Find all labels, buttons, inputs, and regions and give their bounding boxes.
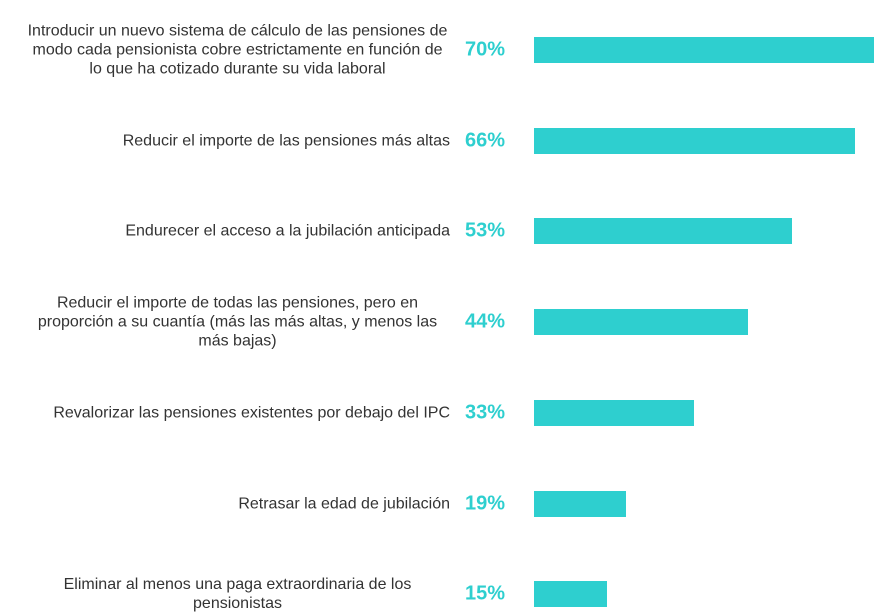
category-label: Reducir el importe de todas las pensione…	[37, 294, 438, 350]
value-label: 19%	[464, 492, 505, 514]
bar	[534, 309, 748, 336]
category-label-box: Introducir un nuevo sistema de cálculo d…	[10, 22, 450, 79]
category-label: Reducir el importe de las pensiones más …	[122, 132, 450, 150]
category-label-box: Revalorizar las pensiones existentes por…	[10, 403, 450, 422]
value-label: 44%	[464, 310, 505, 333]
value-label: 66%	[464, 129, 505, 152]
category-label: Introducir un nuevo sistema de cálculo d…	[27, 22, 448, 78]
value-label: 70%	[464, 38, 505, 61]
category-label-box: Retrasar la edad de jubilación	[10, 494, 450, 513]
value-label: 33%	[464, 401, 505, 424]
category-label: Retrasar la edad de jubilación	[238, 495, 450, 512]
category-label: Eliminar al menos una paga extraordinari…	[63, 576, 412, 613]
category-label-box: Endurecer el acceso a la jubilación anti…	[10, 222, 450, 241]
bar	[534, 37, 875, 63]
category-label: Revalorizar las pensiones existentes por…	[53, 404, 450, 422]
category-label-box: Eliminar al menos una paga extraordinari…	[10, 575, 450, 613]
bar	[534, 490, 627, 517]
category-label: Endurecer el acceso a la jubilación anti…	[125, 222, 450, 240]
value-label: 53%	[464, 219, 505, 242]
bar	[534, 218, 792, 245]
value-label: 15%	[464, 582, 505, 605]
category-label-box: Reducir el importe de todas las pensione…	[10, 294, 450, 351]
bar	[534, 127, 855, 154]
bar	[534, 399, 695, 426]
bar	[534, 581, 607, 608]
category-label-box: Reducir el importe de las pensiones más …	[10, 131, 450, 150]
